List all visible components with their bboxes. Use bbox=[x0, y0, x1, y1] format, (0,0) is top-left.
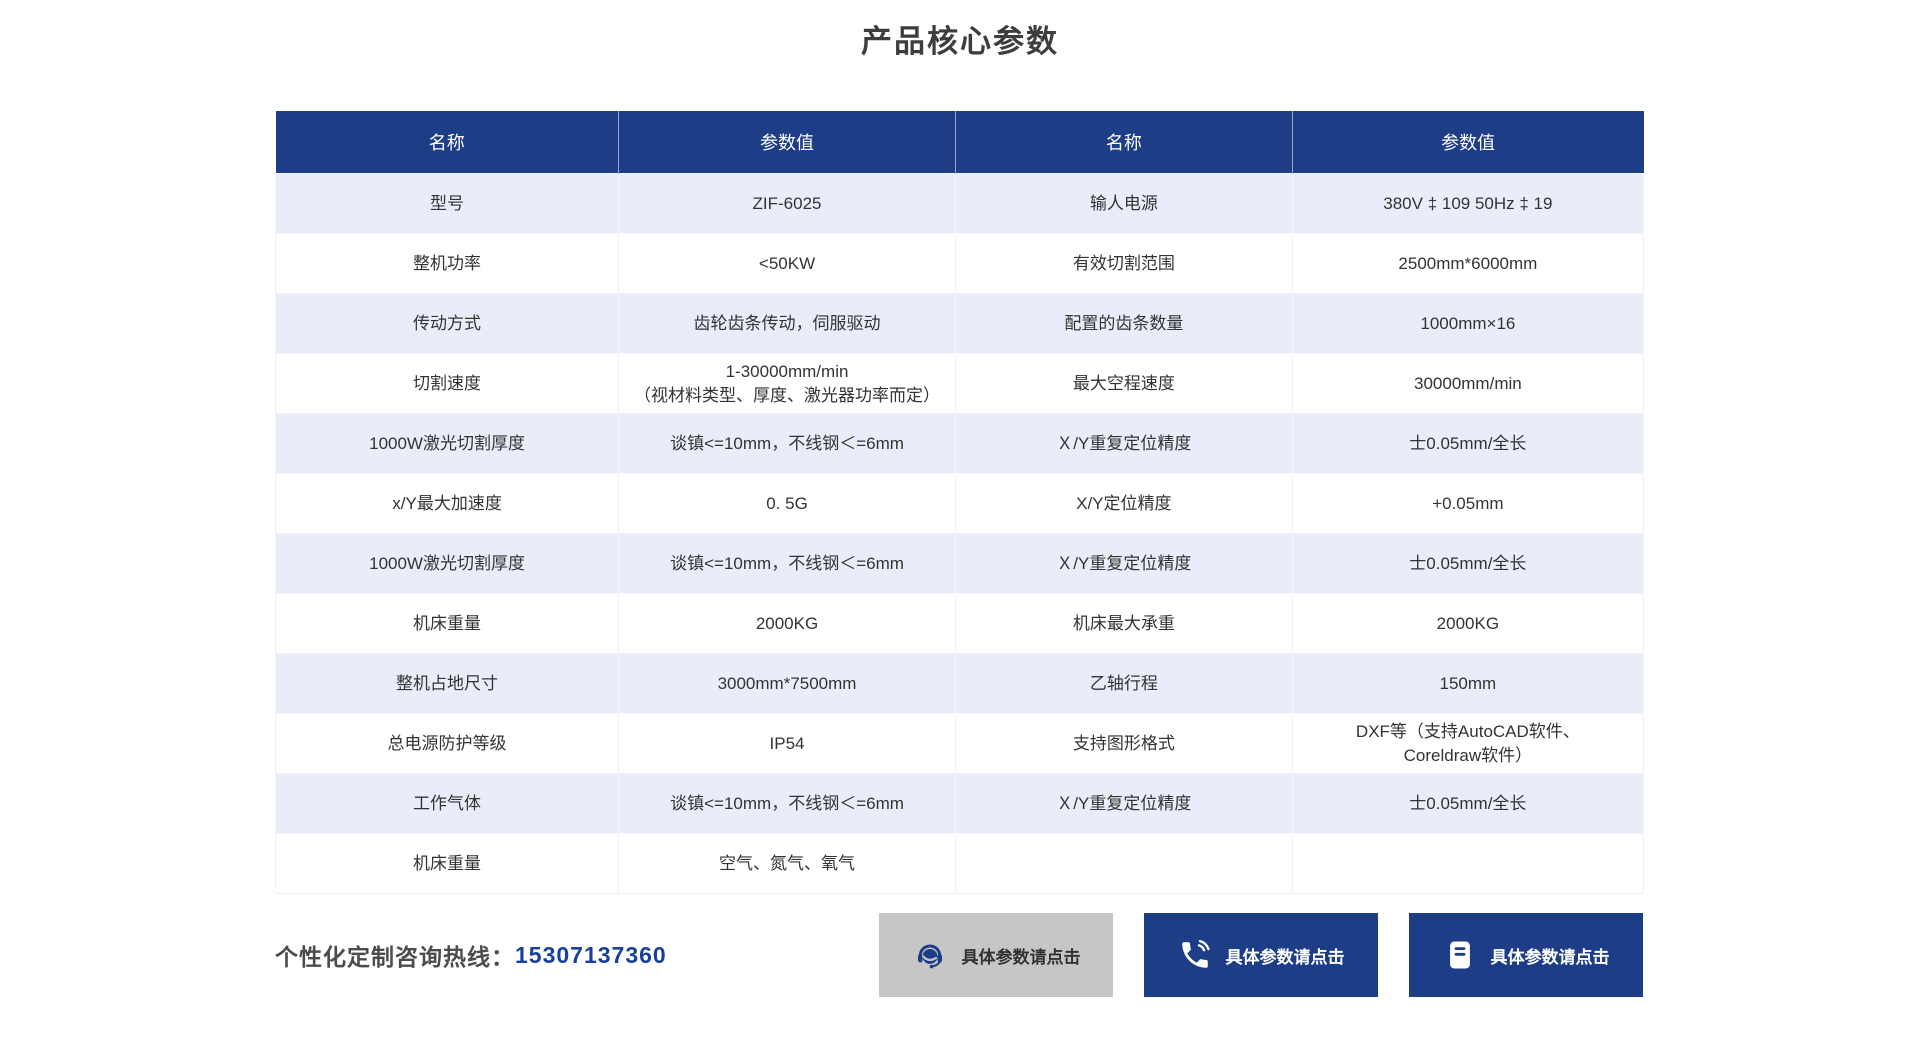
param-value: 380V ‡ 109 50Hz ‡ 19 bbox=[1291, 173, 1645, 234]
table-row: 型号 ZIF-6025 输人电源 380V ‡ 109 50Hz ‡ 19 bbox=[274, 173, 1645, 234]
param-name: 1000W激光切割厚度 bbox=[274, 413, 620, 474]
param-name: 机床最大承重 bbox=[954, 593, 1293, 654]
param-value: 1-30000mm/min （视材料类型、厚度、激光器功率而定） bbox=[618, 353, 956, 414]
param-value: ZIF-6025 bbox=[618, 173, 956, 234]
table-row: x/Y最大加速度 0. 5G X/Y定位精度 +0.05mm bbox=[274, 473, 1645, 534]
param-value: <50KW bbox=[618, 233, 956, 294]
table-row: 整机功率 <50KW 有效切割范围 2500mm*6000mm bbox=[274, 233, 1645, 294]
table-row: 整机占地尺寸 3000mm*7500mm 乙轴行程 150mm bbox=[274, 653, 1645, 714]
table-row: 传动方式 齿轮齿条传动，伺服驱动 配置的齿条数量 1000mm×16 bbox=[274, 293, 1645, 354]
column-header: 参数值 bbox=[618, 111, 956, 174]
table-row: 1000W激光切割厚度 谈镇<=10mm，不线钢＜=6mm Ｘ/Y重复定位精度 … bbox=[274, 413, 1645, 474]
table-header-row: 名称 参数值 名称 参数值 bbox=[275, 111, 1644, 174]
param-name: 支持图形格式 bbox=[954, 713, 1293, 774]
customer-service-icon bbox=[912, 937, 948, 973]
contact-phone-button[interactable]: 具体参数请点击 bbox=[1144, 913, 1378, 997]
param-value: 士0.05mm/全长 bbox=[1291, 773, 1645, 834]
param-value: 齿轮齿条传动，伺服驱动 bbox=[618, 293, 956, 354]
param-value: 谈镇<=10mm，不线钢＜=6mm bbox=[618, 413, 956, 474]
param-name: 1000W激光切割厚度 bbox=[274, 533, 620, 594]
table-row: 切割速度 1-30000mm/min （视材料类型、厚度、激光器功率而定） 最大… bbox=[274, 353, 1645, 414]
contact-form-button[interactable]: 具体参数请点击 bbox=[1409, 913, 1643, 997]
param-name: 配置的齿条数量 bbox=[954, 293, 1293, 354]
param-value: 30000mm/min bbox=[1291, 353, 1645, 414]
table-row: 工作气体 谈镇<=10mm，不线钢＜=6mm Ｘ/Y重复定位精度 士0.05mm… bbox=[274, 773, 1645, 834]
param-name: 总电源防护等级 bbox=[274, 713, 620, 774]
column-header: 名称 bbox=[955, 111, 1293, 174]
param-value: 谈镇<=10mm，不线钢＜=6mm bbox=[618, 533, 956, 594]
table-row: 机床重量 空气、氮气、氧气 bbox=[274, 833, 1645, 894]
cta-label: 具体参数请点击 bbox=[961, 947, 1081, 967]
param-value: 士0.05mm/全长 bbox=[1291, 413, 1645, 474]
param-value: 2500mm*6000mm bbox=[1291, 233, 1645, 294]
param-name: 机床重量 bbox=[274, 833, 620, 894]
param-name: 最大空程速度 bbox=[954, 353, 1293, 414]
table-row: 1000W激光切割厚度 谈镇<=10mm，不线钢＜=6mm Ｘ/Y重复定位精度 … bbox=[274, 533, 1645, 594]
param-name: 工作气体 bbox=[274, 773, 620, 834]
param-name: x/Y最大加速度 bbox=[274, 473, 620, 534]
cta-label: 具体参数请点击 bbox=[1225, 947, 1345, 967]
table-row: 总电源防护等级 IP54 支持图形格式 DXF等（支持AutoCAD软件、 Co… bbox=[274, 713, 1645, 774]
param-value: 0. 5G bbox=[618, 473, 956, 534]
cta-label: 具体参数请点击 bbox=[1490, 947, 1610, 967]
hotline-label: 个性化定制咨询热线： bbox=[275, 944, 515, 970]
param-name: 整机占地尺寸 bbox=[274, 653, 620, 714]
hotline-number: 15307137360 bbox=[515, 941, 667, 968]
document-icon bbox=[1443, 938, 1477, 972]
param-name: 传动方式 bbox=[274, 293, 620, 354]
hotline: 个性化定制咨询热线： 15307137360 bbox=[275, 913, 667, 997]
param-name: Ｘ/Y重复定位精度 bbox=[954, 773, 1293, 834]
param-name: 有效切割范围 bbox=[954, 233, 1293, 294]
param-name: 机床重量 bbox=[274, 593, 620, 654]
param-name: 整机功率 bbox=[274, 233, 620, 294]
param-value: 士0.05mm/全长 bbox=[1291, 533, 1645, 594]
contact-service-button[interactable]: 具体参数请点击 bbox=[879, 913, 1113, 997]
param-name: 输人电源 bbox=[954, 173, 1293, 234]
param-name: Ｘ/Y重复定位精度 bbox=[954, 533, 1293, 594]
param-name: 切割速度 bbox=[274, 353, 620, 414]
param-name: 型号 bbox=[274, 173, 620, 234]
param-value: 2000KG bbox=[618, 593, 956, 654]
page-title: 产品核心参数 bbox=[861, 24, 1059, 59]
param-value: DXF等（支持AutoCAD软件、 Coreldraw软件） bbox=[1291, 713, 1645, 774]
param-value: 3000mm*7500mm bbox=[618, 653, 956, 714]
param-value: 谈镇<=10mm，不线钢＜=6mm bbox=[618, 773, 956, 834]
param-name: Ｘ/Y重复定位精度 bbox=[954, 413, 1293, 474]
param-value: 1000mm×16 bbox=[1291, 293, 1645, 354]
param-name bbox=[954, 833, 1293, 894]
param-value bbox=[1291, 833, 1645, 894]
table-row: 机床重量 2000KG 机床最大承重 2000KG bbox=[274, 593, 1645, 654]
param-value: 150mm bbox=[1291, 653, 1645, 714]
column-header: 名称 bbox=[275, 111, 620, 174]
param-name: X/Y定位精度 bbox=[954, 473, 1293, 534]
column-header: 参数值 bbox=[1292, 111, 1644, 174]
phone-icon bbox=[1178, 938, 1212, 972]
param-value: +0.05mm bbox=[1291, 473, 1645, 534]
param-value: IP54 bbox=[618, 713, 956, 774]
spec-table: 名称 参数值 名称 参数值 型号 ZIF-6025 输人电源 380V ‡ 10… bbox=[274, 111, 1645, 894]
param-value: 空气、氮气、氧气 bbox=[618, 833, 956, 894]
param-value: 2000KG bbox=[1291, 593, 1645, 654]
param-name: 乙轴行程 bbox=[954, 653, 1293, 714]
